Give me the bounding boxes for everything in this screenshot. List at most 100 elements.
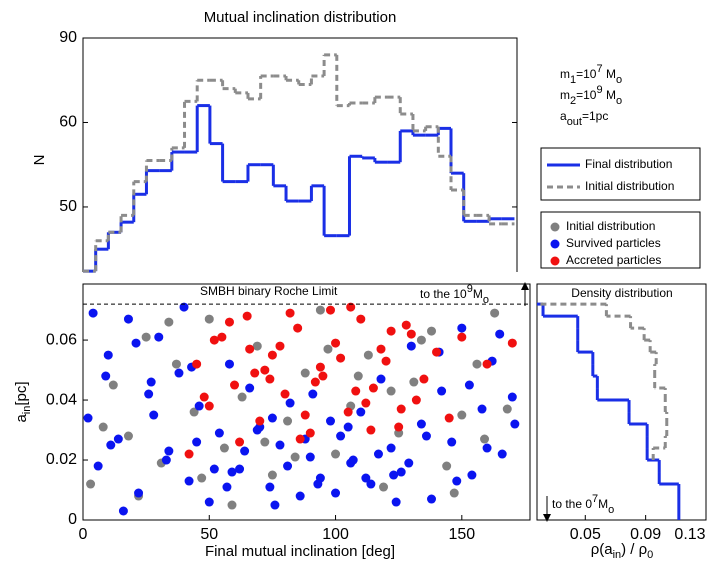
- scatter-point: [224, 359, 234, 369]
- scatter-point: [472, 359, 482, 369]
- scatter-point: [379, 482, 389, 492]
- scatter-point: [406, 329, 416, 339]
- scatter-point: [267, 470, 277, 480]
- scatter-point: [101, 371, 111, 381]
- y-tick-label: 90: [59, 29, 77, 46]
- scatter-point: [123, 314, 133, 324]
- y-tick-label: 50: [59, 198, 77, 215]
- scatter-point: [323, 344, 333, 354]
- scatter-point: [295, 491, 305, 501]
- scatter-point: [283, 416, 293, 426]
- legend-swatch: [550, 256, 560, 266]
- scatter-point: [93, 461, 103, 471]
- scatter-point: [123, 431, 133, 441]
- legend-swatch: [550, 222, 560, 232]
- y-axis-label-part: a: [13, 414, 30, 423]
- scatter-point: [237, 392, 247, 402]
- scatter-point: [480, 434, 490, 444]
- scatter-point: [419, 374, 429, 384]
- scatter-point: [331, 449, 341, 459]
- scatter-point: [227, 467, 237, 477]
- scatter-point: [406, 341, 416, 351]
- annotation-part: to the 0: [552, 497, 592, 511]
- scatter-point: [310, 377, 320, 387]
- scatter-point: [336, 431, 346, 441]
- scatter-point: [260, 365, 270, 375]
- scatter-point: [230, 380, 240, 390]
- scatter-point: [113, 434, 123, 444]
- scatter-point: [452, 476, 462, 486]
- x-tick-label: 100: [322, 526, 349, 543]
- scatter-point: [252, 341, 262, 351]
- scatter-point: [305, 452, 315, 462]
- annotation-part: o: [483, 294, 489, 306]
- scatter-point: [457, 323, 467, 333]
- scatter-point: [255, 416, 265, 426]
- x-tick-label: 50: [200, 526, 218, 543]
- x-tick-label: 150: [448, 526, 475, 543]
- scatter-point: [141, 332, 151, 342]
- scatter-point: [381, 356, 391, 366]
- scatter-point: [497, 449, 507, 459]
- scatter-point: [507, 392, 517, 402]
- parameter-note-part: m: [560, 88, 570, 102]
- scatter-point: [98, 422, 108, 432]
- scatter-point: [224, 317, 234, 327]
- parameter-note-part: out: [567, 116, 582, 128]
- scatter-point: [336, 353, 346, 363]
- annotation-part: o: [608, 504, 614, 516]
- scatter-point: [464, 380, 474, 390]
- scatter-point: [477, 404, 487, 414]
- scatter-point: [144, 389, 154, 399]
- scatter-point: [391, 497, 401, 507]
- scatter-point: [404, 458, 414, 468]
- parameter-note-part: =10: [576, 88, 597, 102]
- parameter-note-part: 1: [570, 74, 576, 86]
- legend-label: Accreted particles: [566, 253, 661, 267]
- scatter-point: [386, 386, 396, 396]
- scatter-point: [192, 437, 202, 447]
- scatter-point: [315, 305, 325, 315]
- legend-box: [540, 211, 701, 269]
- x-axis-label-part: ) / ρ: [621, 541, 647, 558]
- scatter-point: [209, 464, 219, 474]
- scatter-point: [267, 350, 277, 360]
- scatter-point: [245, 344, 255, 354]
- legend-label: Survived particles: [566, 236, 661, 250]
- scatter-point: [442, 461, 452, 471]
- scatter-point: [164, 317, 174, 327]
- scatter-point: [467, 470, 477, 480]
- x-axis-label-part: 0: [647, 549, 653, 561]
- scatter-point: [131, 338, 141, 348]
- scatter-point: [161, 455, 171, 465]
- y-tick-label: 0.02: [46, 451, 77, 468]
- x-axis-label: Final mutual inclination [deg]: [205, 543, 395, 560]
- scatter-point: [242, 311, 252, 321]
- scatter-point: [411, 395, 421, 405]
- scatter-point: [457, 332, 467, 342]
- scatter-point: [376, 374, 386, 384]
- scatter-point: [356, 407, 366, 417]
- scatter-point: [416, 335, 426, 345]
- scatter-point: [290, 452, 300, 462]
- scatter-point: [197, 473, 207, 483]
- scatter-point: [260, 437, 270, 447]
- scatter-point: [444, 413, 454, 423]
- scatter-point: [265, 482, 275, 492]
- scatter-point: [267, 413, 277, 423]
- scatter-point: [366, 479, 376, 489]
- x-tick-label: 0.13: [674, 526, 705, 543]
- scatter-point: [270, 500, 280, 510]
- scatter-point: [204, 497, 214, 507]
- scatter-point: [88, 308, 98, 318]
- scatter-point: [283, 461, 293, 471]
- scatter-point: [189, 407, 199, 417]
- y-axis-label-part: in: [21, 406, 33, 415]
- x-axis-label: ρ(ain) / ρ0: [591, 541, 654, 561]
- scatter-point: [285, 398, 295, 408]
- scatter-point: [106, 440, 116, 450]
- scatter-point: [235, 464, 245, 474]
- scatter-point: [386, 443, 396, 453]
- annotation: to the 07Mo: [552, 493, 614, 516]
